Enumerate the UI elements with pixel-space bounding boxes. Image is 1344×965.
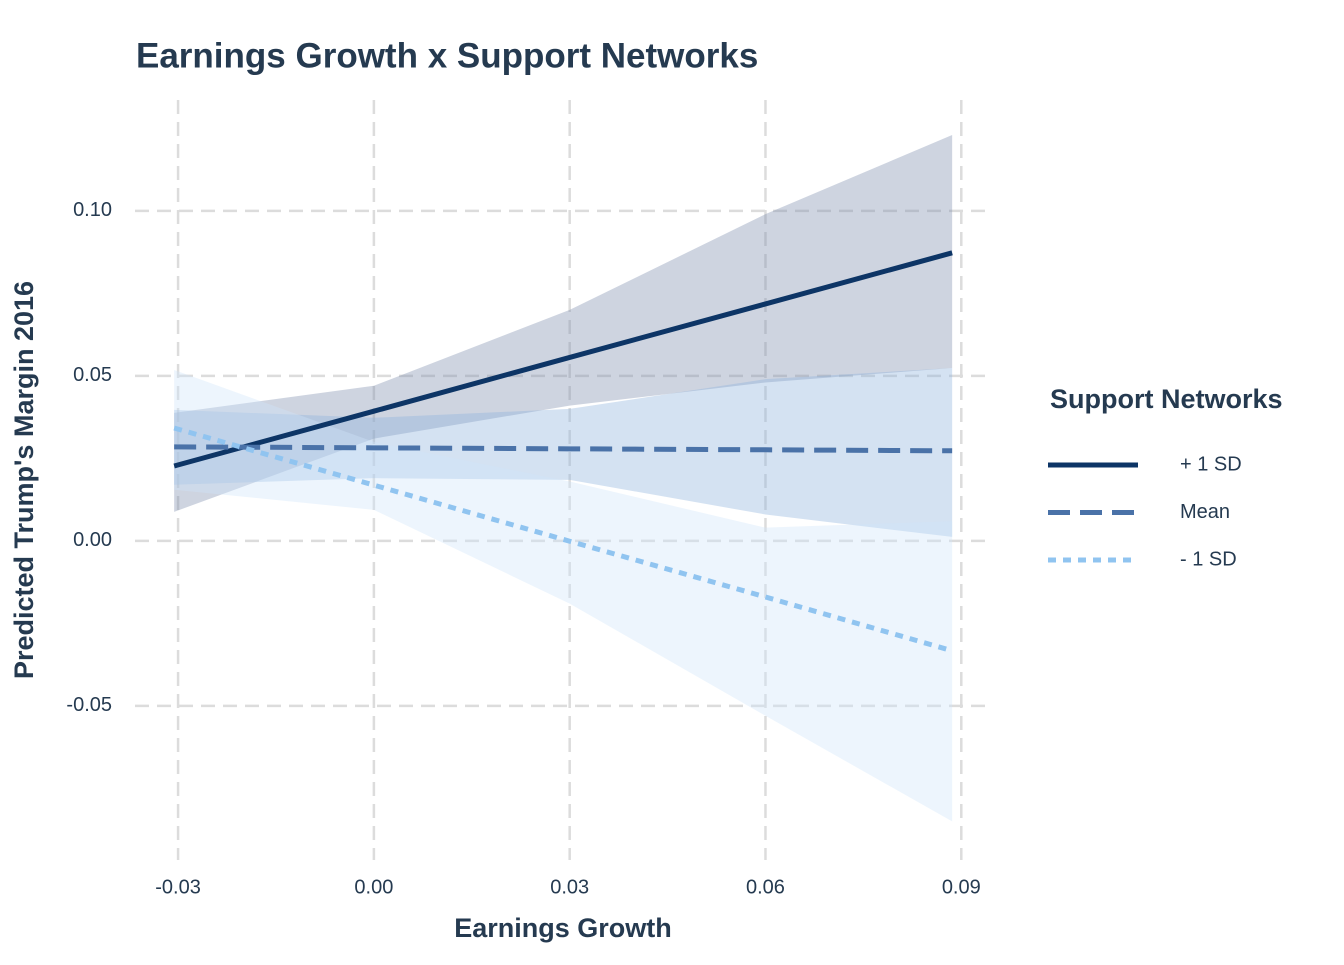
- series-line: [173, 250, 953, 469]
- series-line: [173, 425, 953, 654]
- grid: [135, 100, 990, 860]
- lines: [173, 250, 953, 654]
- y-axis-title: Predicted Trump's Margin 2016: [9, 281, 39, 679]
- x-tick-label: 0.06: [746, 876, 785, 898]
- x-tick-label: 0.03: [550, 876, 589, 898]
- y-tick-label: -0.05: [66, 694, 112, 716]
- y-tick-label: 0.05: [73, 364, 112, 386]
- chart-title: Earnings Growth x Support Networks: [136, 36, 758, 75]
- y-tick-label: 0.10: [73, 199, 112, 221]
- bands: [174, 134, 953, 822]
- legend-label: - 1 SD: [1180, 548, 1237, 570]
- legend-label: Mean: [1180, 501, 1230, 523]
- confidence-band: [174, 134, 953, 512]
- confidence-band: [174, 367, 953, 537]
- x-tick-label: -0.03: [155, 876, 201, 898]
- y-tick-label: 0.00: [73, 529, 112, 551]
- series-line: [174, 444, 953, 454]
- legend-title: Support Networks: [1050, 384, 1283, 414]
- x-tick-label: 0.09: [942, 876, 981, 898]
- legend-label: + 1 SD: [1180, 453, 1242, 475]
- x-axis-title: Earnings Growth: [454, 913, 672, 943]
- x-tick-label: 0.00: [354, 876, 393, 898]
